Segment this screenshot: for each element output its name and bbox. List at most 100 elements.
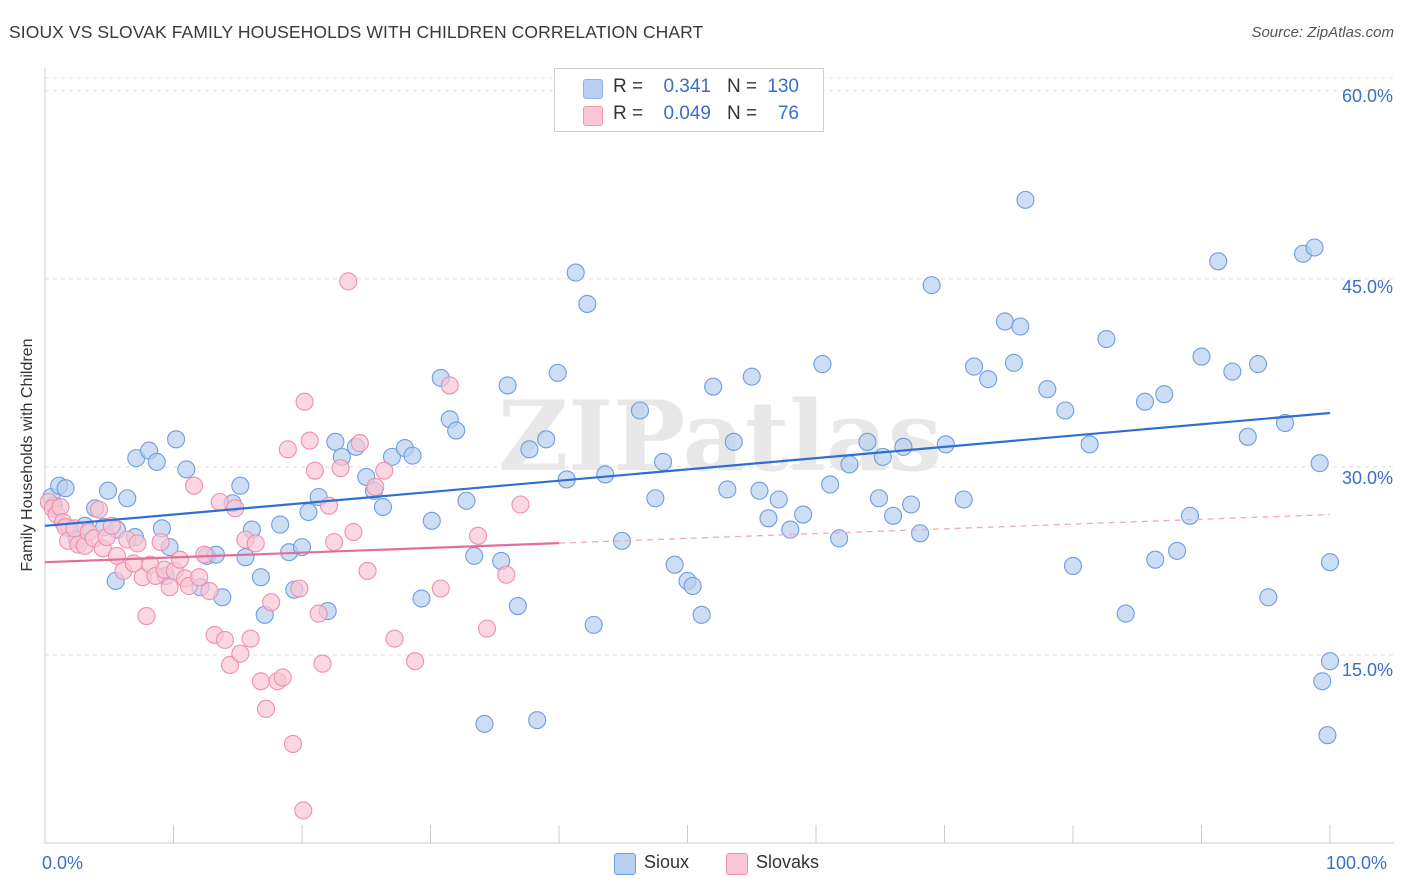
slovaks-point (331, 459, 350, 478)
sioux-point (704, 377, 723, 396)
sioux-point (1238, 427, 1257, 446)
slovaks-point (431, 579, 450, 598)
sioux-point (794, 505, 813, 524)
sioux-point (1155, 385, 1174, 404)
legend-row-sioux: R = 0.341 N = 130 (555, 75, 823, 101)
sioux-point (465, 546, 484, 565)
slovaks-point (440, 376, 459, 395)
sioux-point (1305, 238, 1324, 257)
slovaks-point (300, 431, 319, 450)
sioux-point (403, 446, 422, 465)
slovaks-points (39, 272, 530, 820)
sioux-point (665, 555, 684, 574)
slovaks-point (366, 477, 385, 497)
stats-legend: R = 0.341 N = 130 R = 0.049 N = 76 (554, 68, 824, 132)
sioux-point (578, 294, 597, 313)
slovaks-point (468, 526, 488, 545)
sioux-point (1313, 672, 1332, 691)
slovaks-point (313, 654, 332, 673)
sioux-trend-line (44, 411, 1331, 527)
slovaks-point (497, 565, 516, 584)
sioux-point (1016, 190, 1035, 209)
slovaks-point (200, 581, 219, 601)
sioux-point (231, 476, 250, 495)
sioux-point (596, 465, 615, 484)
sioux-point (236, 548, 255, 567)
sioux-point (98, 481, 118, 500)
sioux-point (922, 276, 941, 295)
sioux-point (1310, 454, 1329, 473)
sioux-point (840, 455, 859, 474)
slovaks-point (375, 461, 394, 480)
y-tick-15: 15.0% (1341, 660, 1393, 680)
sioux-legend-swatch (614, 853, 636, 875)
sioux-point (902, 495, 921, 514)
sioux-point (1080, 435, 1099, 454)
sioux-point (1320, 652, 1340, 671)
y-tick-30: 30.0% (1341, 468, 1393, 488)
sioux-point (498, 376, 517, 395)
sioux-point (630, 401, 650, 420)
slovaks-point (350, 434, 369, 453)
axes (44, 68, 1394, 844)
sioux-point (769, 490, 788, 509)
sioux-point (911, 524, 930, 543)
y-axis-label: Family Households with Children (19, 338, 36, 572)
slovaks-point (246, 534, 265, 553)
slovaks-point (137, 607, 156, 626)
sioux-point (995, 312, 1014, 331)
sioux-point (508, 597, 527, 616)
chart-title: SIOUX VS SLOVAK FAMILY HOUSEHOLDS WITH C… (9, 22, 704, 42)
slovaks-trend-extension (558, 513, 1331, 544)
slovaks-point (160, 578, 179, 597)
slovaks-point (295, 392, 314, 411)
sioux-point (1116, 604, 1135, 623)
x-tick-min: 0.0% (42, 853, 84, 873)
sioux-point (1180, 506, 1199, 525)
slovaks-point (273, 668, 292, 687)
slovaks-point (278, 440, 297, 459)
r-value: 0.341 (663, 76, 711, 97)
sioux-point (858, 432, 877, 451)
slovaks-point (128, 534, 147, 553)
sioux-point (457, 491, 476, 510)
sioux-point (292, 538, 312, 557)
sioux-point (1038, 380, 1057, 399)
sioux-point (1259, 588, 1278, 607)
sioux-point (1146, 550, 1165, 569)
slovaks-point (185, 476, 204, 495)
sioux-point (271, 515, 290, 534)
sioux-point (1248, 355, 1268, 374)
trend-lines (44, 411, 1331, 564)
sioux-point (936, 435, 955, 454)
sioux-legend-label: Sioux (644, 852, 690, 872)
slovaks-point (294, 801, 313, 820)
r-value: 0.049 (663, 103, 711, 124)
sioux-point (1004, 353, 1023, 372)
sioux-point (382, 447, 402, 466)
slovaks-point (283, 734, 303, 754)
slovaks-point (210, 492, 229, 512)
slovaks-point (511, 495, 530, 514)
sioux-point (1011, 317, 1030, 336)
sioux-point (1056, 401, 1075, 420)
sioux-point (167, 430, 186, 449)
sioux-point (299, 502, 318, 522)
sioux-point (326, 432, 345, 451)
slovaks-point (51, 497, 70, 517)
slovaks-point (241, 629, 260, 648)
sioux-point (475, 714, 494, 733)
sioux-point (1192, 347, 1211, 366)
slovaks-trend-line (44, 542, 560, 564)
sioux-point (584, 615, 603, 634)
slovaks-point (89, 500, 109, 519)
sioux-point (56, 479, 75, 498)
slovaks-legend-label: Slovaks (756, 852, 820, 872)
sioux-point (422, 511, 441, 530)
sioux-point (869, 489, 889, 508)
sioux-point (1320, 553, 1340, 572)
slovaks-point (102, 516, 121, 535)
sioux-point (692, 605, 711, 624)
source-credit: Source: ZipAtlas.com (1251, 24, 1394, 41)
sioux-point (742, 367, 761, 386)
